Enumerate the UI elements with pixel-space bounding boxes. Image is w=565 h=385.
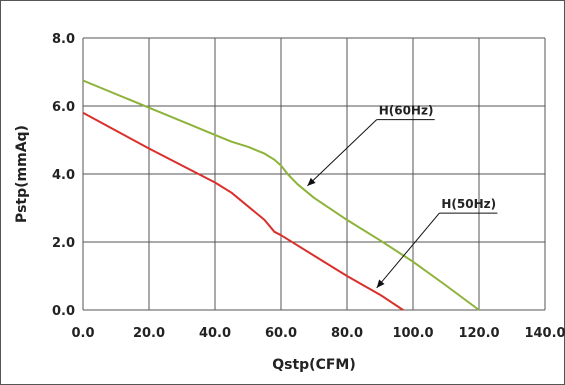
grid-lines bbox=[82, 37, 546, 311]
x-tick-label: 80.0 bbox=[331, 326, 363, 341]
x-tick-label: 40.0 bbox=[199, 326, 231, 341]
annotation-arrowhead-0 bbox=[307, 177, 316, 186]
x-tick-label: 0.0 bbox=[71, 326, 94, 341]
x-axis-label: Qstp(CFM) bbox=[272, 357, 356, 373]
y-tick-label: 4.0 bbox=[52, 168, 75, 183]
x-tick-label: 20.0 bbox=[133, 326, 165, 341]
x-tick-label: 100.0 bbox=[392, 326, 433, 341]
x-tick-label: 60.0 bbox=[265, 326, 297, 341]
series-line-0 bbox=[82, 79, 480, 311]
y-tick-label: 2.0 bbox=[52, 236, 75, 251]
annotation-label-1: H(50Hz) bbox=[441, 197, 496, 211]
annotation-leader-0 bbox=[307, 119, 378, 187]
y-axis-label: Pstp(mmAq) bbox=[14, 125, 30, 223]
annotation-label-0: H(60Hz) bbox=[379, 104, 434, 118]
y-tick-label: 6.0 bbox=[52, 100, 75, 115]
x-tick-label: 140.0 bbox=[524, 326, 565, 341]
annotation-leader-1 bbox=[376, 212, 440, 289]
series-lines bbox=[82, 79, 480, 311]
y-tick-label: 0.0 bbox=[52, 304, 75, 319]
x-tick-label: 120.0 bbox=[458, 326, 499, 341]
annotations: H(60Hz) H(50Hz) bbox=[307, 104, 498, 289]
tick-labels: 0.0 20.0 40.0 60.0 80.0 100.0 120.0 140.0 0.0 2.0… bbox=[52, 32, 565, 341]
y-tick-label: 8.0 bbox=[52, 32, 75, 47]
annotation-arrowhead-1 bbox=[376, 279, 385, 288]
series-line-1 bbox=[82, 111, 404, 311]
